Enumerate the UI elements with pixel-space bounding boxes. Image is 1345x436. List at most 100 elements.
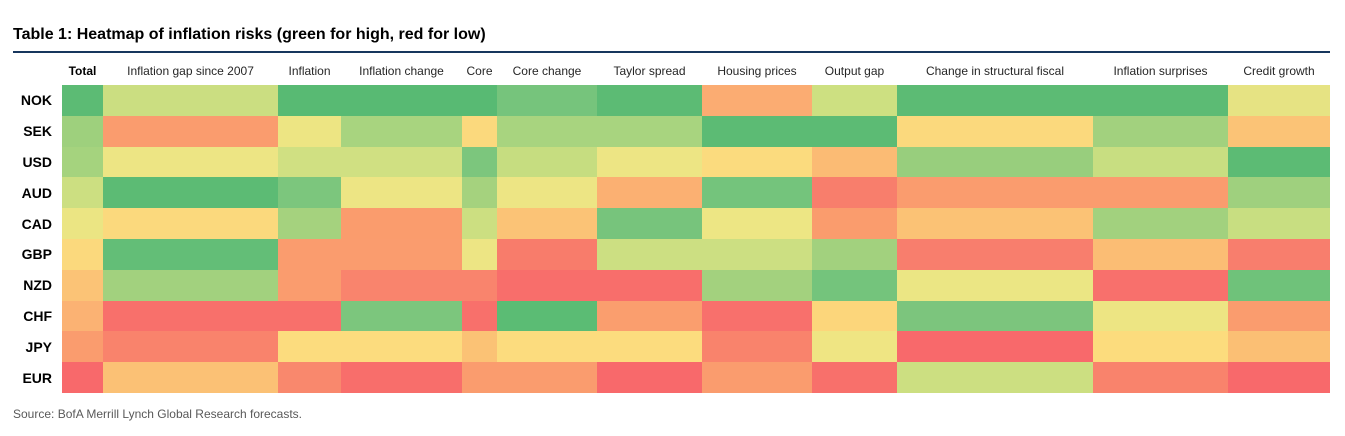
column-header: Housing prices [717, 64, 797, 78]
heatmap-cell [812, 177, 897, 209]
heatmap-cell [341, 177, 462, 209]
heatmap-cell [702, 300, 812, 332]
heatmap-cell [812, 238, 897, 270]
heatmap-cell [897, 362, 1093, 393]
heatmap-cell [702, 269, 812, 301]
heatmap-cell [897, 331, 1093, 363]
heatmap-cell [103, 146, 278, 178]
heatmap-cell [462, 362, 497, 393]
heatmap-cell [341, 331, 462, 363]
heatmap-cell [897, 208, 1093, 239]
heatmap-cell [341, 362, 462, 393]
heatmap-cell [1228, 146, 1330, 178]
table-title: Table 1: Heatmap of inflation risks (gre… [13, 26, 486, 43]
heatmap-cell [1093, 177, 1228, 209]
heatmap-cell [278, 300, 341, 332]
heatmap-cell [702, 115, 812, 147]
heatmap-table: NOK SEK USD AUD CAD GBP NZD CHF JPY EUR [13, 85, 1330, 393]
heatmap-row: CAD [13, 208, 1330, 239]
heatmap-row: SEK [13, 115, 1330, 147]
row-label: SEK [23, 123, 52, 140]
heatmap-cell [497, 85, 597, 116]
column-header: Core change [512, 64, 582, 78]
heatmap-cell [103, 269, 278, 301]
heatmap-cell [1093, 331, 1228, 363]
heatmap-cell [103, 300, 278, 332]
heatmap-cell [62, 362, 103, 393]
heatmap-cell [341, 300, 462, 332]
row-label: JPY [25, 338, 52, 355]
column-header: Core [466, 64, 493, 78]
heatmap-cell [497, 177, 597, 209]
heatmap-cell [497, 146, 597, 178]
heatmap-cell [497, 331, 597, 363]
heatmap-cell [62, 115, 103, 147]
column-header: Inflation [288, 64, 331, 78]
row-label: CAD [21, 215, 52, 232]
row-label: CHF [23, 307, 52, 324]
row-label: USD [22, 153, 52, 170]
heatmap-cell [1228, 269, 1330, 301]
heatmap-cell [1228, 115, 1330, 147]
heatmap-cell [103, 362, 278, 393]
heatmap-cell [62, 300, 103, 332]
heatmap-cell [1093, 362, 1228, 393]
heatmap-cell [341, 238, 462, 270]
heatmap-cell [1093, 300, 1228, 332]
heatmap-cell [462, 177, 497, 209]
heatmap-cell [341, 208, 462, 239]
heatmap-report: Table 1: Heatmap of inflation risks (gre… [13, 26, 1330, 421]
heatmap-cell [497, 269, 597, 301]
heatmap-cell [462, 115, 497, 147]
heatmap-cell [597, 300, 702, 332]
column-header: Taylor spread [613, 64, 686, 78]
heatmap-cell [462, 85, 497, 116]
heatmap-cell [1093, 85, 1228, 116]
heatmap-cell [1228, 85, 1330, 116]
heatmap-row: CHF [13, 300, 1330, 332]
heatmap-cell [597, 208, 702, 239]
heatmap-cell [1093, 146, 1228, 178]
heatmap-cell [597, 362, 702, 393]
heatmap-cell [1228, 208, 1330, 239]
heatmap-cell [278, 238, 341, 270]
heatmap-cell [62, 85, 103, 116]
heatmap-cell [497, 362, 597, 393]
heatmap-cell [103, 177, 278, 209]
heatmap-row: JPY [13, 331, 1330, 363]
heatmap-cell [812, 331, 897, 363]
heatmap-cell [278, 146, 341, 178]
heatmap-cell [103, 115, 278, 147]
heatmap-cell [812, 85, 897, 116]
heatmap-cell [812, 208, 897, 239]
heatmap-cell [62, 238, 103, 270]
heatmap-cell [1228, 331, 1330, 363]
heatmap-cell [497, 115, 597, 147]
heatmap-cell [278, 331, 341, 363]
column-header: Inflation surprises [1113, 64, 1208, 78]
heatmap-cell [103, 208, 278, 239]
heatmap-cell [1093, 115, 1228, 147]
heatmap-cell [812, 362, 897, 393]
heatmap-cell [62, 146, 103, 178]
heatmap-cell [897, 115, 1093, 147]
source-note: Source: BofA Merrill Lynch Global Resear… [13, 406, 303, 421]
heatmap-cell [597, 146, 702, 178]
heatmap-cell [462, 300, 497, 332]
heatmap-column-headers: Total Inflation gap since 2007 Inflation In… [62, 59, 1330, 85]
heatmap-row: EUR [13, 362, 1330, 393]
heatmap-cell [278, 177, 341, 209]
heatmap-cell [103, 85, 278, 116]
heatmap-cell [897, 238, 1093, 270]
heatmap-cell [897, 300, 1093, 332]
heatmap-cell [462, 269, 497, 301]
heatmap-cell [1228, 238, 1330, 270]
heatmap-cell [62, 269, 103, 301]
heatmap-cell [702, 362, 812, 393]
heatmap-cell [278, 269, 341, 301]
heatmap-row: USD [13, 146, 1330, 178]
heatmap-cell [812, 300, 897, 332]
heatmap-row: NZD [13, 269, 1330, 301]
heatmap-cell [62, 331, 103, 363]
heatmap-cell [597, 269, 702, 301]
